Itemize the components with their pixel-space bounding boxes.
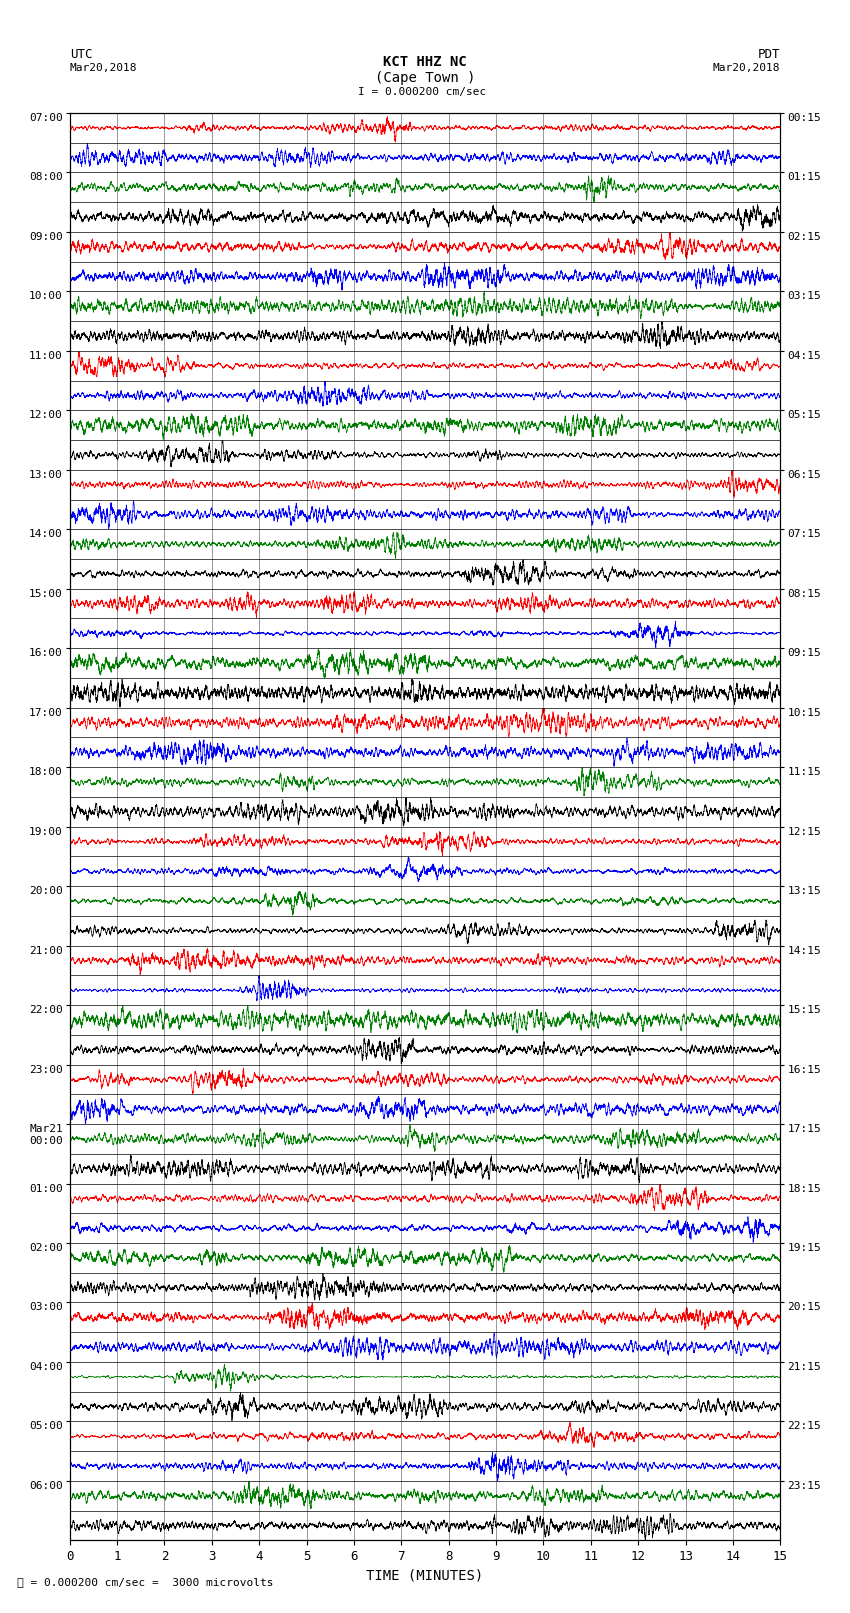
Text: Mar20,2018: Mar20,2018 <box>70 63 137 73</box>
Text: UTC: UTC <box>70 48 92 61</box>
Text: (Cape Town ): (Cape Town ) <box>375 71 475 85</box>
Text: ℵ = 0.000200 cm/sec =  3000 microvolts: ℵ = 0.000200 cm/sec = 3000 microvolts <box>17 1578 274 1587</box>
Text: KCT HHZ NC: KCT HHZ NC <box>383 55 467 69</box>
Text: I = 0.000200 cm/sec: I = 0.000200 cm/sec <box>359 87 486 97</box>
Text: Mar20,2018: Mar20,2018 <box>713 63 780 73</box>
Text: PDT: PDT <box>758 48 780 61</box>
X-axis label: TIME (MINUTES): TIME (MINUTES) <box>366 1569 484 1582</box>
